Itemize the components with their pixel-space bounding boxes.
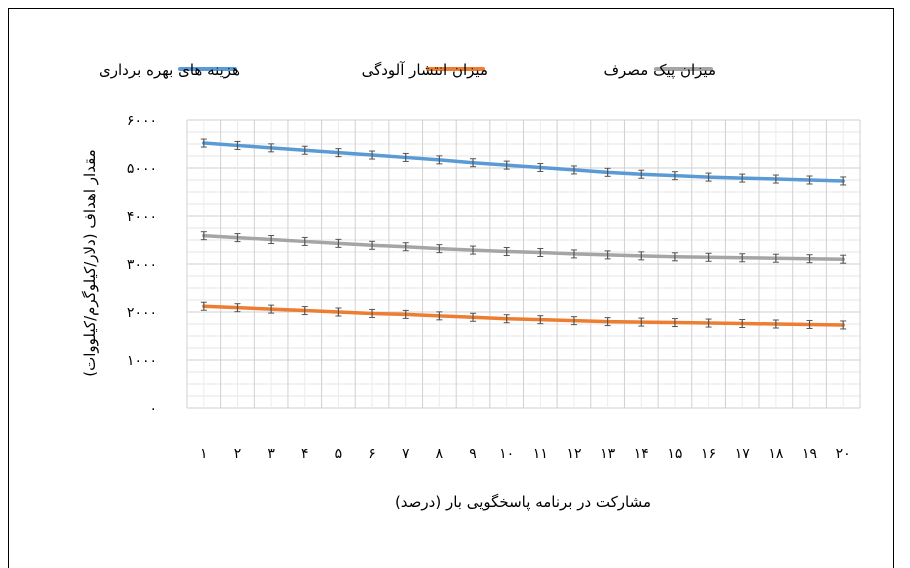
x-tick-label: ۸ <box>436 446 444 462</box>
x-tick-label: ۱۹ <box>802 446 817 462</box>
legend-label: میزان انتشار آلودگی <box>362 61 488 79</box>
x-tick-label: ۴ <box>301 446 309 462</box>
y-axis-title: مقدار اهداف (دلار/کیلوگرم/کیلووات) <box>81 149 99 376</box>
x-tick-labels: ۱ ۲ ۳ ۴ ۵ ۶ ۷ ۸ ۹ ۱۰ ۱۱ ۱۲ ۱۳ ۱۴ ۱۵ ۱۶ ۱۷ ۱۸ ۱۹ ۲۰ <box>200 446 851 462</box>
x-tick-label: ۵ <box>335 446 343 462</box>
y-tick-label: ۳۰۰۰ <box>127 257 157 273</box>
series-line-3 <box>202 233 845 261</box>
x-tick-label: ۱۸ <box>768 446 784 462</box>
series-line-2 <box>202 304 845 327</box>
legend-label: هزینه های بهره برداری <box>99 61 240 79</box>
x-tick-label: ۱۳ <box>600 446 616 462</box>
x-tick-label: ۳ <box>267 446 275 462</box>
x-tick-label: ۱۲ <box>566 446 581 462</box>
y-tick-label: ۱۰۰۰ <box>127 353 157 369</box>
x-tick-label: ۱ <box>200 446 208 462</box>
x-axis-title: مشارکت در برنامه پاسخگویی بار (درصد) <box>395 493 651 512</box>
x-tick-label: ۱۶ <box>701 446 716 462</box>
x-tick-label: ۱۴ <box>634 446 649 462</box>
legend-entry-1: هزینه های بهره برداری <box>99 61 240 79</box>
x-tick-label: ۱۰ <box>499 446 514 462</box>
series-line-1 <box>202 141 845 183</box>
y-tick-label: ۶۰۰۰ <box>127 113 157 129</box>
x-tick-label: ۲۰ <box>836 446 851 462</box>
x-tick-label: ۶ <box>368 446 376 462</box>
legend-entry-3: میزان پیک مصرف <box>603 61 716 80</box>
x-tick-label: ۱۱ <box>533 446 548 462</box>
y-tick-label: ۰ <box>149 401 157 417</box>
y-tick-label: ۴۰۰۰ <box>127 209 157 225</box>
x-tick-label: ۹ <box>469 446 477 462</box>
legend-label: میزان پیک مصرف <box>603 61 716 80</box>
x-tick-label: ۱۷ <box>735 446 751 462</box>
x-tick-label: ۷ <box>402 446 410 462</box>
y-tick-label: ۵۰۰۰ <box>127 161 157 177</box>
y-tick-label: ۲۰۰۰ <box>127 305 157 321</box>
series-layer <box>200 138 847 330</box>
legend: هزینه های بهره برداری میزان انتشار آلودگ… <box>99 61 716 80</box>
x-tick-label: ۱۵ <box>667 446 682 462</box>
legend-entry-2: میزان انتشار آلودگی <box>362 61 488 79</box>
grid-layer <box>186 119 861 409</box>
x-tick-label: ۲ <box>234 446 242 462</box>
y-tick-labels: ۰ ۱۰۰۰ ۲۰۰۰ ۳۰۰۰ ۴۰۰۰ ۵۰۰۰ ۶۰۰۰ <box>127 113 157 417</box>
